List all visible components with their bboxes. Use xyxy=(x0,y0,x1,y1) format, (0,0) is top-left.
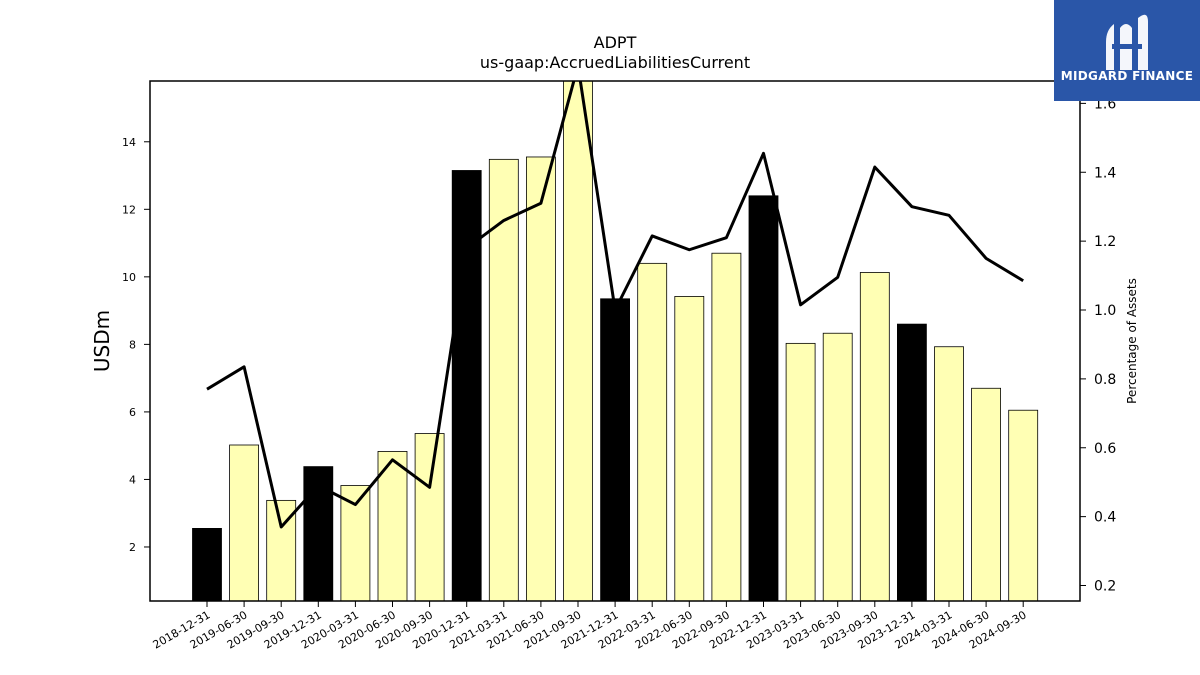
bar-2022-03-31 xyxy=(637,262,668,602)
y-tick-label: 12 xyxy=(122,203,136,216)
y-right-tick-label: 0.8 xyxy=(1094,372,1116,388)
chart-title: ADPT xyxy=(594,33,637,52)
midgard-logo-icon xyxy=(1054,0,1200,101)
y-tick-label: 8 xyxy=(129,338,136,351)
bar-2024-06-30 xyxy=(971,387,1001,602)
bar-2023-09-30 xyxy=(859,272,890,602)
logo: MIDGARD FINANCE xyxy=(1054,0,1200,101)
y-right-tick-label: 1.0 xyxy=(1094,303,1116,319)
bar-2023-12-31 xyxy=(897,323,927,602)
bar-2021-06-30 xyxy=(526,156,556,602)
bar-2020-09-30 xyxy=(414,433,445,602)
bar-2022-09-30 xyxy=(711,252,742,602)
bars-layer xyxy=(192,80,1039,602)
line-layer xyxy=(206,81,1024,529)
y-right-tick-label: 0.6 xyxy=(1094,441,1116,457)
bar-2021-03-31 xyxy=(488,158,519,602)
percentage-line xyxy=(206,81,1024,529)
y-right-tick-label: 1.2 xyxy=(1094,234,1116,250)
bar-2021-09-30 xyxy=(563,80,593,602)
bar-2022-06-30 xyxy=(674,296,705,602)
bar-2023-03-31 xyxy=(785,342,816,602)
bar-2024-09-30 xyxy=(1008,409,1039,602)
x-axis: 2018-12-312019-06-302019-09-302019-12-31… xyxy=(151,601,1029,652)
y-tick-label: 14 xyxy=(122,136,136,149)
bar-2019-06-30 xyxy=(229,444,260,602)
bar-2020-12-31 xyxy=(451,170,482,602)
y-right-tick-label: 1.4 xyxy=(1094,165,1116,181)
y-tick-label: 4 xyxy=(129,473,136,486)
y-right-tick-label: 0.2 xyxy=(1094,579,1116,595)
logo-text: MIDGARD FINANCE xyxy=(1060,69,1194,83)
y-axis-right: 0.20.40.60.81.01.21.41.6 xyxy=(1080,96,1116,595)
y-tick-label: 10 xyxy=(122,271,136,284)
bar-2021-12-31 xyxy=(600,298,630,602)
y-axis-label: USDm xyxy=(90,310,114,372)
chart-subtitle: us-gaap:AccruedLiabilitiesCurrent xyxy=(480,53,750,72)
y-tick-label: 2 xyxy=(129,541,136,554)
bar-2020-06-30 xyxy=(377,451,408,602)
bar-2018-12-31 xyxy=(192,528,222,602)
y-axis-right-label: Percentage of Assets xyxy=(1125,278,1139,404)
bar-2024-03-31 xyxy=(934,346,964,602)
y-tick-label: 6 xyxy=(129,406,136,419)
y-right-tick-label: 0.4 xyxy=(1094,510,1116,526)
y-axis-left: 2 4 6 8 10 12 14 xyxy=(122,136,150,554)
bar-2023-06-30 xyxy=(822,332,853,602)
bar-2022-12-31 xyxy=(748,195,779,602)
